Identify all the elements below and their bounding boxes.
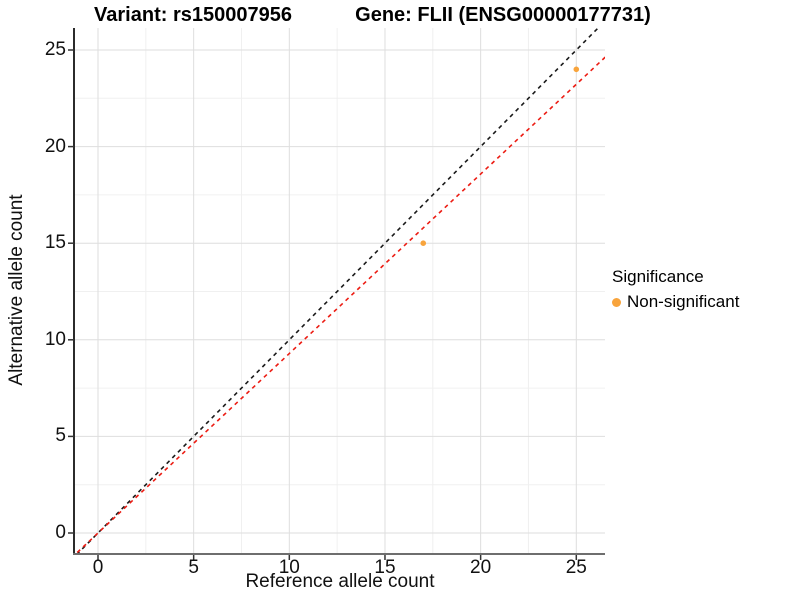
legend: Significance Non-significant <box>612 267 739 312</box>
y-tick-label: 0 <box>55 522 66 543</box>
x-tick-label: 20 <box>470 557 492 578</box>
y-tick-label: 10 <box>44 328 66 350</box>
variant-title: Variant: rs150007956 <box>94 4 292 26</box>
allelic-ratio-line <box>75 56 605 553</box>
gene-title: Gene: FLII (ENSG00000177731) <box>355 4 651 26</box>
y-tick-label: 20 <box>44 135 66 157</box>
y-tick-label: 25 <box>44 39 66 60</box>
legend-item-label: Non-significant <box>627 292 740 311</box>
x-tick-label: 15 <box>374 557 396 578</box>
x-tick-label: 10 <box>278 557 300 578</box>
legend-title: Significance <box>612 267 704 286</box>
x-tick-label: 5 <box>188 557 199 578</box>
legend-items: Non-significant <box>612 292 739 312</box>
y-tick-label: 15 <box>44 232 66 254</box>
legend-point-icon <box>612 297 621 307</box>
data-point <box>573 66 580 73</box>
legend-item: Non-significant <box>612 292 739 312</box>
x-tick-label: 25 <box>565 557 587 578</box>
data-point <box>420 240 427 246</box>
x-tick-label: 0 <box>92 557 104 578</box>
x-axis-title: Reference allele count <box>245 571 435 592</box>
y-tick-label: 5 <box>55 425 66 447</box>
